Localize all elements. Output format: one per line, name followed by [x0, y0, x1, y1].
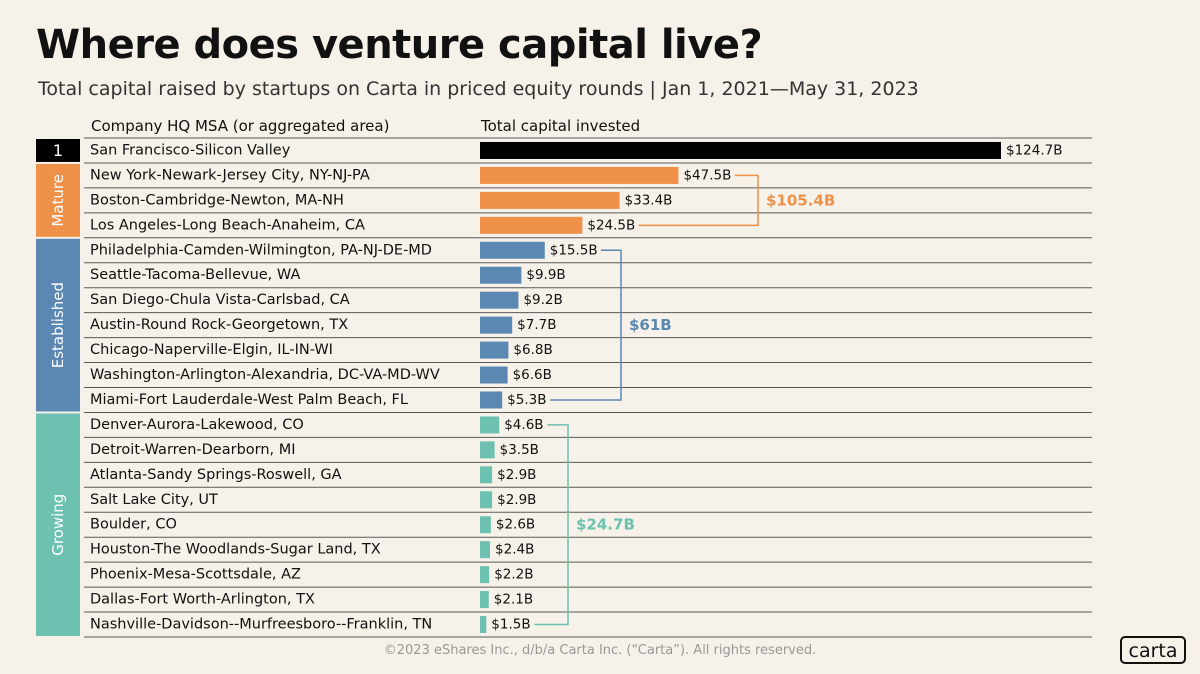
- msa-name: Salt Lake City, UT: [90, 492, 218, 508]
- capital-bar: [480, 391, 503, 409]
- bar-value-label: $47.5B: [683, 167, 731, 183]
- chart-subtitle: Total capital raised by startups on Cart…: [38, 78, 919, 100]
- capital-bar: [480, 466, 493, 484]
- msa-column-header: Company HQ MSA (or aggregated area): [91, 117, 390, 135]
- msa-name: Denver-Aurora-Lakewood, CO: [90, 417, 304, 433]
- capital-bar: [480, 266, 522, 284]
- capital-bar: [480, 166, 679, 184]
- capital-bar: [480, 341, 509, 359]
- bar-value-label: $1.5B: [491, 617, 530, 633]
- group-total-label: $105.4B: [766, 191, 835, 209]
- bar-value-label: $15.5B: [550, 242, 598, 258]
- msa-name: Detroit-Warren-Dearborn, MI: [90, 442, 296, 458]
- capital-bar: [480, 191, 620, 209]
- bar-value-label: $7.7B: [517, 317, 556, 333]
- bar-value-label: $33.4B: [625, 192, 673, 208]
- bar-value-label: $2.9B: [497, 467, 536, 483]
- group-total-label: $24.7B: [576, 516, 635, 534]
- bar-value-label: $9.9B: [526, 267, 565, 283]
- group-total-label: $61B: [629, 316, 672, 334]
- msa-name: San Diego-Chula Vista-Carlsbad, CA: [90, 292, 350, 308]
- bar-value-label: $6.8B: [513, 342, 552, 358]
- bar-value-label: $3.5B: [500, 442, 539, 458]
- capital-bar: [480, 416, 500, 434]
- capital-bar: [480, 366, 508, 384]
- bar-value-label: $5.3B: [507, 392, 546, 408]
- capital-bar: [480, 216, 583, 234]
- msa-name: San Francisco-Silicon Valley: [90, 142, 291, 158]
- capital-bar: [480, 441, 495, 459]
- capital-bar: [480, 616, 487, 634]
- msa-name: Washington-Arlington-Alexandria, DC-VA-M…: [90, 367, 440, 383]
- msa-name: Chicago-Naperville-Elgin, IL-IN-WI: [90, 342, 333, 358]
- group-band: [36, 163, 80, 237]
- capital-column-header: Total capital invested: [481, 117, 641, 135]
- group-label: Growing: [49, 494, 67, 556]
- msa-name: Los Angeles-Long Beach-Anaheim, CA: [90, 217, 365, 233]
- msa-name: Dallas-Fort Worth-Arlington, TX: [90, 592, 315, 608]
- msa-name: Philadelphia-Camden-Wilmington, PA-NJ-DE…: [90, 242, 432, 258]
- group-bracket: [534, 424, 569, 626]
- group-label: 1: [53, 141, 63, 160]
- bar-value-label: $124.7B: [1006, 142, 1063, 158]
- bar-value-label: $4.6B: [504, 417, 543, 433]
- group-bracket: [638, 174, 759, 227]
- msa-name: New York-Newark-Jersey City, NY-NJ-PA: [90, 167, 370, 183]
- bar-value-label: $24.5B: [587, 217, 635, 233]
- msa-name: Phoenix-Mesa-Scottsdale, AZ: [90, 567, 301, 583]
- capital-bar: [480, 541, 491, 559]
- capital-bar: [480, 491, 493, 509]
- msa-name: Houston-The Woodlands-Sugar Land, TX: [90, 542, 381, 558]
- group-band: [36, 238, 80, 412]
- capital-bar: [480, 516, 491, 534]
- group-label: Mature: [49, 174, 67, 227]
- capital-bar: [480, 566, 490, 584]
- capital-bar: [480, 291, 519, 309]
- group-label: Established: [49, 282, 67, 368]
- bar-value-label: $9.2B: [523, 292, 562, 308]
- msa-name: Nashville-Davidson--Murfreesboro--Frankl…: [90, 617, 432, 633]
- msa-name: Boulder, CO: [90, 517, 177, 533]
- msa-name: Boston-Cambridge-Newton, MA-NH: [90, 192, 344, 208]
- bar-value-label: $2.4B: [495, 542, 534, 558]
- capital-bar: [480, 241, 545, 259]
- msa-name: Miami-Fort Lauderdale-West Palm Beach, F…: [90, 392, 408, 408]
- msa-name: Atlanta-Sandy Springs-Roswell, GA: [90, 467, 342, 483]
- carta-logo: carta: [1120, 636, 1186, 664]
- chart-title: Where does venture capital live?: [36, 22, 763, 68]
- group-band: [36, 413, 80, 636]
- capital-bar: [480, 141, 1001, 159]
- bar-value-label: $2.6B: [496, 517, 535, 533]
- capital-bar: [480, 316, 513, 334]
- bar-value-label: $2.2B: [494, 567, 533, 583]
- bar-value-label: $2.1B: [494, 592, 533, 608]
- copyright-footer: ©2023 eShares Inc., d/b/a Carta Inc. (“C…: [383, 643, 817, 658]
- bar-value-label: $6.6B: [513, 367, 552, 383]
- group-band: [36, 139, 80, 162]
- group-bracket: [550, 249, 622, 401]
- capital-bar: [480, 591, 489, 609]
- msa-name: Austin-Round Rock-Georgetown, TX: [90, 317, 348, 333]
- msa-name: Seattle-Tacoma-Bellevue, WA: [90, 267, 300, 283]
- bar-value-label: $2.9B: [497, 492, 536, 508]
